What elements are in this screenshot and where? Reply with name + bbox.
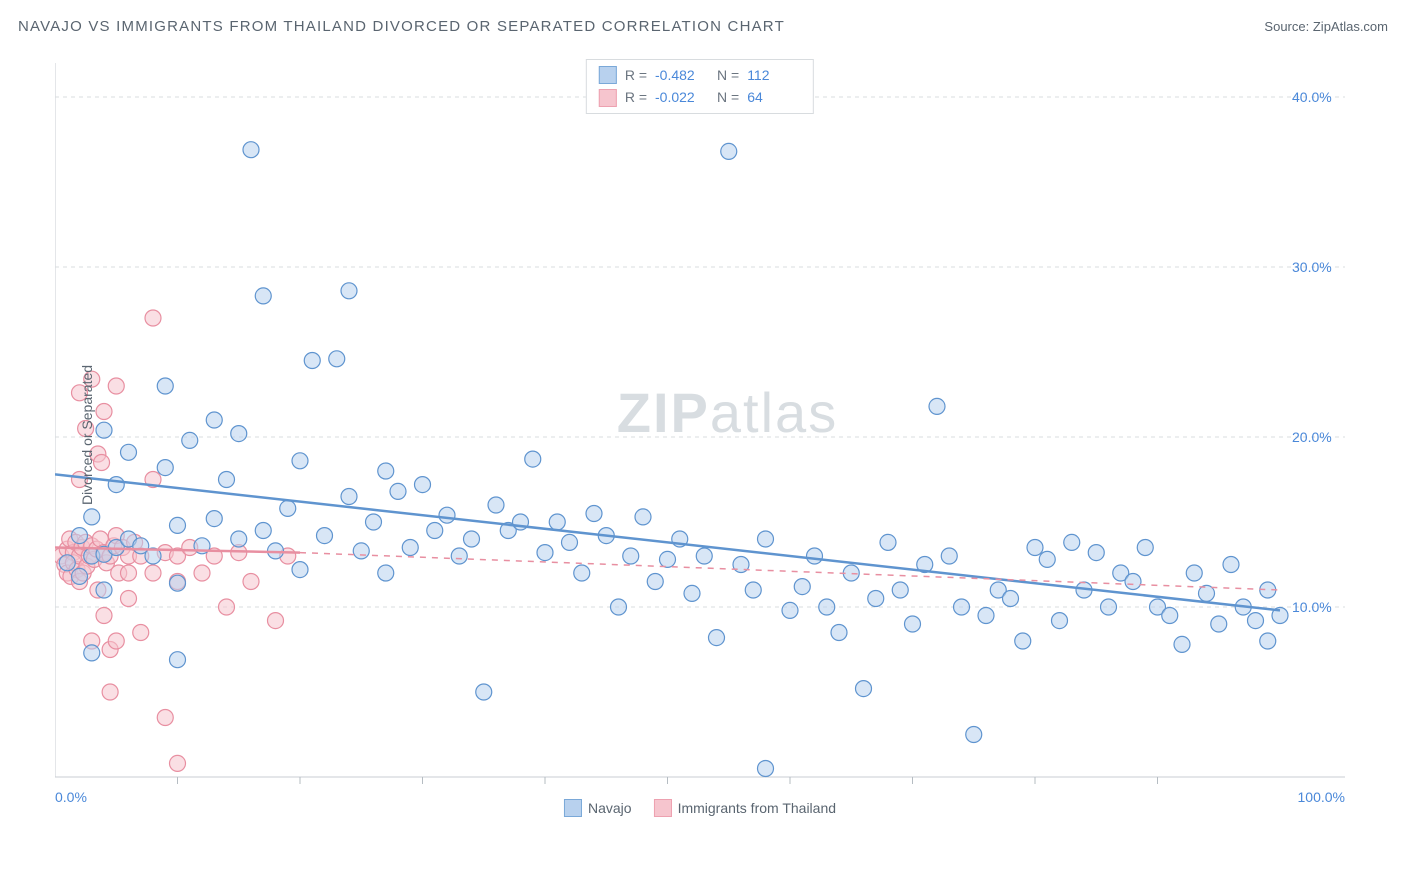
chart-title: NAVAJO VS IMMIGRANTS FROM THAILAND DIVOR…: [18, 18, 785, 35]
source-label: Source:: [1264, 19, 1309, 34]
svg-text:ZIPatlas: ZIPatlas: [617, 381, 838, 444]
legend-item-navajo: Navajo: [564, 799, 632, 817]
n-value-navajo: 112: [747, 64, 801, 86]
title-bar: NAVAJO VS IMMIGRANTS FROM THAILAND DIVOR…: [18, 18, 1388, 35]
scatter-plot-svg: 10.0% 20.0% 30.0% 40.0% ZIPatlas: [55, 55, 1345, 815]
r-value-navajo: -0.482: [655, 64, 709, 86]
legend-row-thailand: R = -0.022 N = 64: [599, 86, 801, 108]
r-value-thailand: -0.022: [655, 86, 709, 108]
legend-item-thailand: Immigrants from Thailand: [654, 799, 836, 817]
correlation-legend: R = -0.482 N = 112 R = -0.022 N = 64: [586, 59, 814, 114]
svg-text:20.0%: 20.0%: [1292, 429, 1332, 445]
source-attribution: Source: ZipAtlas.com: [1264, 19, 1388, 34]
r-label-navajo: R =: [625, 64, 647, 86]
n-value-thailand: 64: [747, 86, 801, 108]
legend-label-navajo: Navajo: [588, 800, 632, 816]
chart-area: Divorced or Separated 10.0% 20.0% 30.0% 40.…: [55, 55, 1345, 815]
svg-text:40.0%: 40.0%: [1292, 89, 1332, 105]
swatch-thailand: [599, 89, 617, 107]
swatch-navajo-bottom: [564, 799, 582, 817]
source-link[interactable]: ZipAtlas.com: [1313, 19, 1388, 34]
y-axis-label: Divorced or Separated: [79, 365, 95, 505]
legend-label-thailand: Immigrants from Thailand: [678, 800, 836, 816]
svg-text:10.0%: 10.0%: [1292, 599, 1332, 615]
n-label-navajo: N =: [717, 64, 739, 86]
r-label-thailand: R =: [625, 86, 647, 108]
swatch-thailand-bottom: [654, 799, 672, 817]
x-axis-min-label: 0.0%: [55, 789, 87, 805]
svg-text:30.0%: 30.0%: [1292, 259, 1332, 275]
x-axis-max-label: 100.0%: [1298, 789, 1345, 805]
series-legend: Navajo Immigrants from Thailand: [564, 799, 836, 817]
n-label-thailand: N =: [717, 86, 739, 108]
swatch-navajo: [599, 66, 617, 84]
legend-row-navajo: R = -0.482 N = 112: [599, 64, 801, 86]
